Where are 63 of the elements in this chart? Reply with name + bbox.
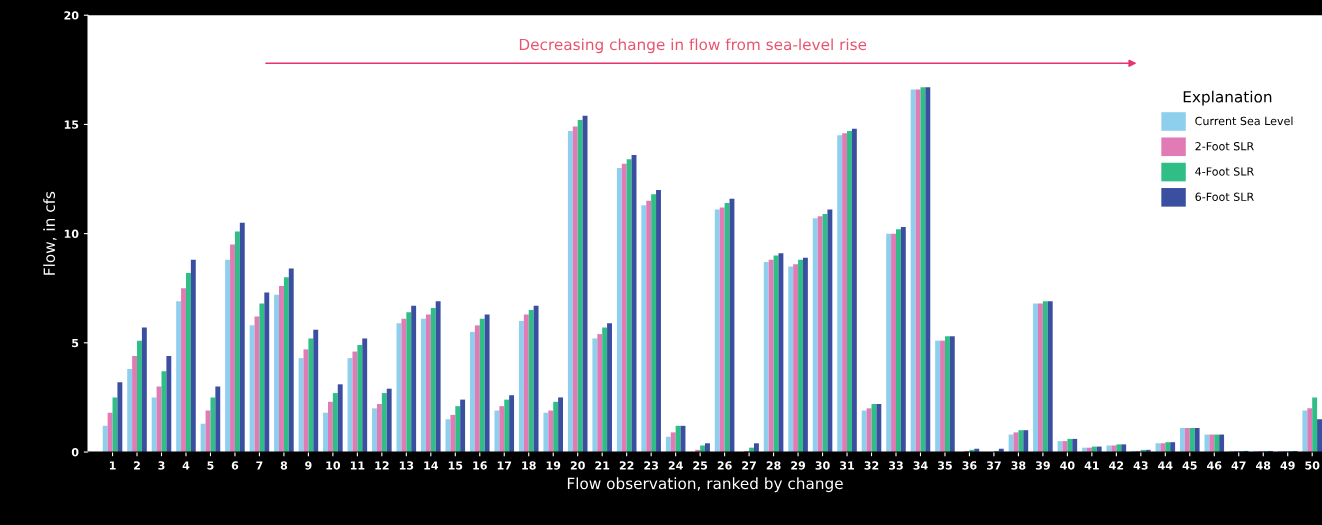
x-tick-label: 23 (644, 461, 659, 470)
x-tick-label: 7 (256, 461, 263, 470)
x-tick-label: 29 (791, 461, 806, 470)
x-tick-label: 20 (570, 461, 585, 470)
x-tick-label: 41 (1084, 461, 1099, 470)
x-tick-label: 27 (742, 461, 756, 470)
x-tick-label: 42 (1109, 461, 1124, 470)
x-tick-label: 50 (1305, 461, 1320, 470)
x-tick-label: 4 (182, 461, 190, 470)
x-tick-label: 48 (1256, 461, 1271, 470)
x-tick-label: 45 (1182, 461, 1197, 470)
x-tick-label: 32 (864, 461, 879, 470)
x-tick-label: 13 (399, 461, 414, 470)
x-tick-label: 9 (305, 461, 312, 470)
legend-label: Current Sea Level (1195, 116, 1293, 126)
x-tick-label: 16 (473, 461, 487, 470)
legend-label: 6-Foot SLR (1195, 192, 1254, 201)
y-tick-label: 15 (64, 120, 79, 129)
legend-label: 4-Foot SLR (1195, 167, 1254, 176)
x-tick-label: 34 (913, 461, 928, 470)
x-tick-label: 36 (962, 461, 977, 470)
x-tick-label: 10 (326, 461, 341, 470)
x-tick-label: 14 (424, 461, 439, 470)
x-tick-label: 8 (280, 461, 288, 470)
x-tick-label: 1 (109, 461, 116, 470)
x-tick-label: 11 (350, 461, 365, 470)
x-axis-title: Flow observation, ranked by change (567, 477, 843, 493)
annotation: Decreasing change in flow from sea-level rise (519, 38, 867, 54)
x-tick-label: 31 (840, 461, 854, 470)
y-axis-title: Flow, in cfs (43, 191, 57, 275)
x-tick-label: 40 (1060, 461, 1075, 470)
x-tick-label: 15 (448, 461, 463, 470)
x-tick-label: 39 (1035, 461, 1050, 470)
x-tick-label: 19 (546, 461, 561, 470)
x-tick-label: 46 (1207, 461, 1222, 470)
x-tick-label: 22 (619, 461, 634, 470)
x-tick-label: 24 (668, 461, 683, 470)
x-tick-label: 6 (231, 461, 239, 470)
x-tick-label: 44 (1158, 461, 1173, 470)
x-tick-label: 43 (1133, 461, 1148, 470)
x-tick-label: 21 (595, 461, 610, 470)
x-tick-label: 37 (986, 461, 1001, 470)
x-tick-label: 28 (766, 461, 781, 470)
x-tick-label: 35 (937, 461, 952, 470)
x-tick-label: 2 (134, 461, 140, 470)
x-tick-label: 25 (693, 461, 708, 470)
x-tick-label: 47 (1231, 461, 1246, 470)
x-tick-label: 5 (207, 461, 214, 470)
x-tick-label: 30 (815, 461, 830, 470)
legend-title: Explanation (1183, 90, 1272, 106)
x-tick-label: 26 (717, 461, 732, 470)
y-tick-label: 20 (64, 11, 79, 20)
x-tick-label: 33 (889, 461, 903, 470)
x-tick-label: 12 (375, 461, 389, 470)
x-tick-label: 49 (1280, 461, 1295, 470)
y-tick-label: 0 (71, 448, 79, 457)
x-tick-label: 17 (497, 461, 512, 470)
legend-label: 2-Foot SLR (1195, 142, 1254, 151)
y-tick-label: 5 (72, 338, 79, 348)
x-tick-label: 38 (1011, 461, 1026, 470)
y-tick-label: 10 (64, 229, 79, 238)
x-tick-label: 3 (158, 461, 165, 470)
x-tick-label: 18 (522, 461, 536, 470)
